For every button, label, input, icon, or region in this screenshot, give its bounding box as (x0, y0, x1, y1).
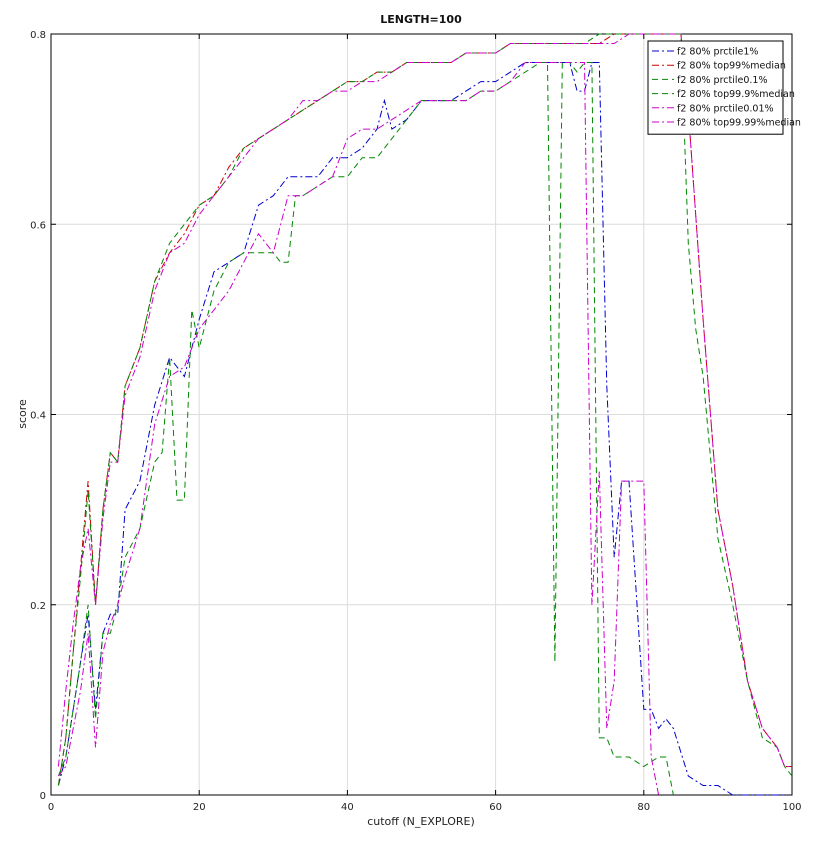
legend-label: f2 80% top99.99%median (677, 118, 801, 129)
y-axis-label: score (16, 399, 29, 429)
series-line-f2-80-prctile0-01 (58, 62, 660, 796)
tick-labels: 0 20 40 60 80 100 0 0.2 0.4 0.6 0.8 (30, 30, 801, 813)
series-line-f2-80-top99-9-median (57, 33, 793, 786)
x-tick-label: 0 (48, 802, 54, 813)
x-tick-label: 80 (637, 802, 650, 813)
legend-label: f2 80% top99%median (677, 61, 786, 72)
legend: f2 80% prctile1% f2 80% top99%median f2 80… (647, 40, 801, 135)
legend-label: f2 80% prctile1% (677, 47, 758, 58)
series-line-f2-80-prctile1 (57, 62, 792, 796)
x-tick-label: 60 (489, 802, 502, 813)
legend-label: f2 80% top99.9%median (677, 89, 795, 100)
x-tick-label: 100 (782, 802, 801, 813)
chart-title: LENGTH=100 (380, 13, 462, 26)
legend-box (647, 40, 784, 135)
y-tick-label: 0.4 (30, 411, 46, 422)
y-tick-label: 0.8 (30, 30, 46, 41)
y-tick-label: 0.6 (30, 220, 46, 231)
x-tick-label: 40 (341, 802, 354, 813)
legend-label: f2 80% prctile0.01% (677, 103, 774, 114)
x-tick-label: 20 (193, 802, 206, 813)
x-axis-label: cutoff (N_EXPLORE) (367, 815, 475, 828)
series-group (57, 33, 793, 796)
legend-label: f2 80% prctile0.1% (677, 75, 767, 86)
grid (51, 34, 792, 795)
y-tick-label: 0 (40, 791, 46, 802)
series-line-f2-80-prctile0-1 (57, 62, 674, 796)
y-tick-label: 0.2 (30, 601, 46, 612)
